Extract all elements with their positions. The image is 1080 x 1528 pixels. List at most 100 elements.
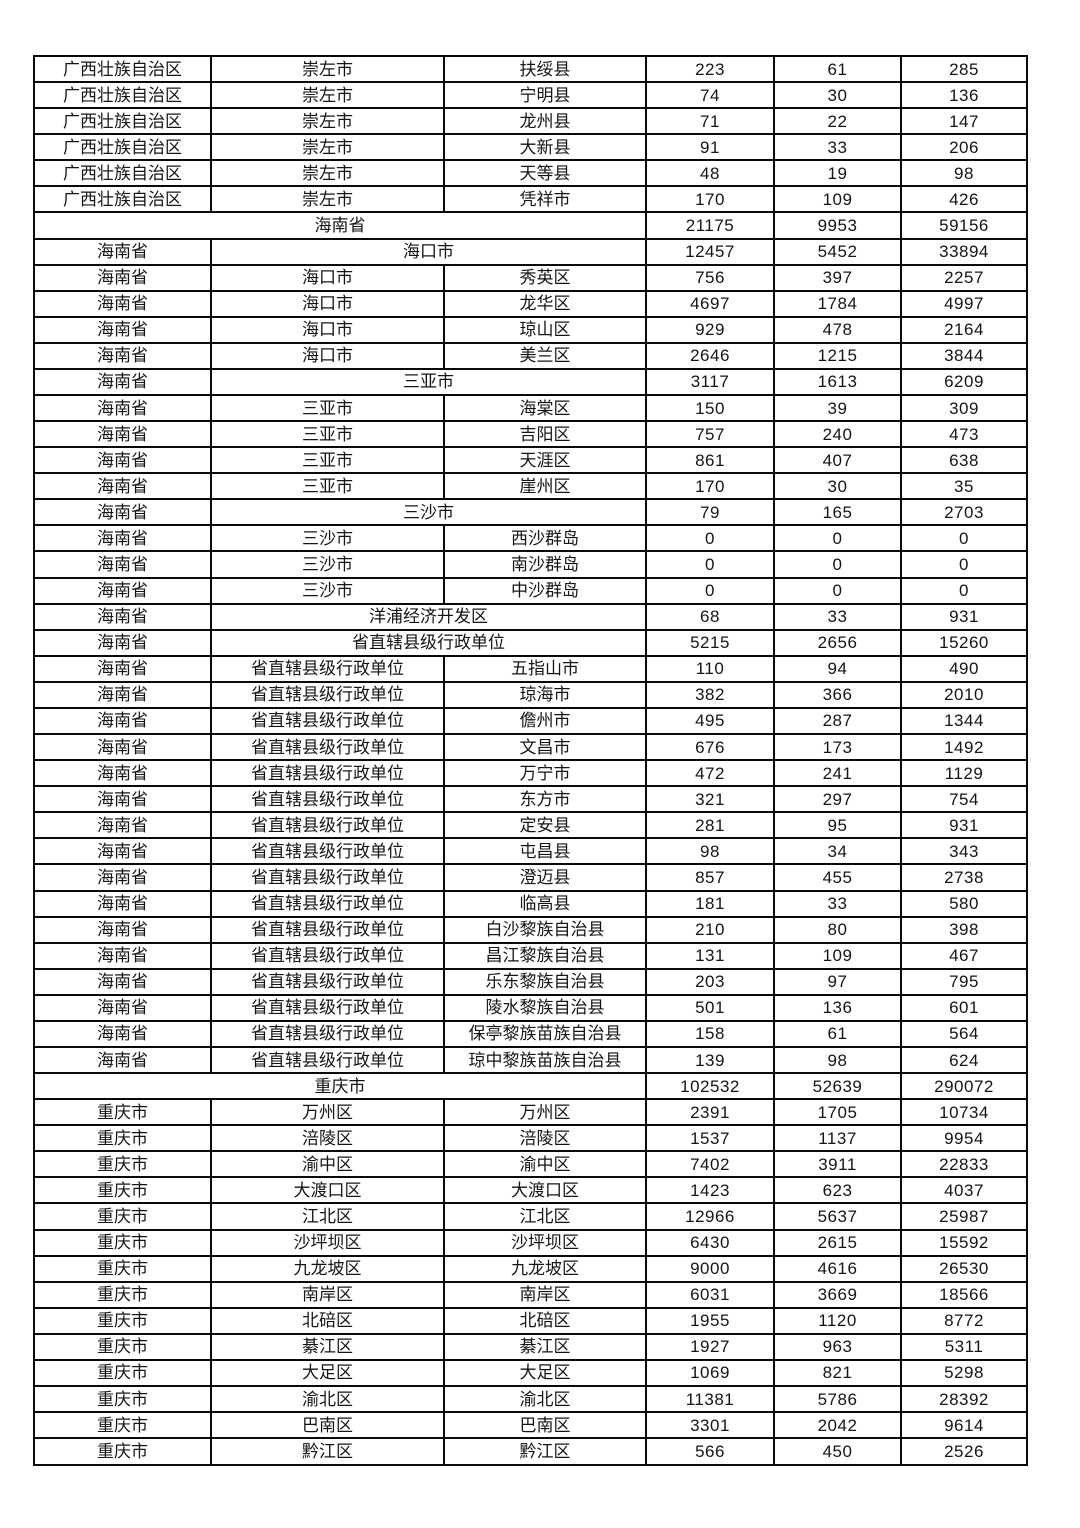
district-cell: 北碚区	[443, 1306, 647, 1335]
province-cell: 重庆市	[33, 1384, 212, 1414]
province-cell: 重庆市	[33, 1228, 212, 1257]
city-cell: 省直辖县级行政单位	[210, 654, 445, 683]
district-cell: 崖州区	[443, 472, 647, 501]
value-cell: 285	[900, 54, 1028, 84]
value-cell: 12457	[645, 237, 775, 266]
province-cell: 海南省	[33, 315, 212, 344]
table-row: 海南省 三沙市 西沙群岛 0 0 0	[33, 524, 1028, 553]
value-cell: 3301	[645, 1411, 775, 1440]
value-cell: 240	[773, 420, 902, 449]
value-cell: 0	[645, 550, 775, 579]
city-cell: 三沙市	[210, 524, 445, 553]
value-cell: 33	[773, 602, 902, 631]
value-cell: 473	[900, 420, 1028, 449]
value-cell: 0	[645, 576, 775, 605]
table-row: 海南省 省直辖县级行政单位 琼海市 382 366 2010	[33, 680, 1028, 709]
value-cell: 33894	[900, 237, 1028, 266]
value-cell: 467	[900, 941, 1028, 970]
district-cell: 南沙群岛	[443, 550, 647, 579]
value-cell: 757	[645, 420, 775, 449]
city-cell: 崇左市	[210, 81, 445, 110]
province-cell: 重庆市	[33, 1306, 212, 1335]
value-cell: 1423	[645, 1176, 775, 1205]
value-cell: 495	[645, 706, 775, 736]
table-row: 海南省 省直辖县级行政单位 琼中黎族苗族自治县 139 98 624	[33, 1045, 1028, 1075]
province-cell: 海南省	[33, 863, 212, 892]
value-cell: 2703	[900, 498, 1028, 527]
province-cell: 重庆市	[33, 1280, 212, 1309]
value-cell: 5637	[773, 1202, 902, 1231]
province-cell: 广西壮族自治区	[33, 185, 212, 214]
value-cell: 566	[645, 1437, 775, 1466]
city-cell: 省直辖县级行政单位	[210, 1019, 445, 1048]
value-cell: 109	[773, 185, 902, 214]
value-cell: 472	[645, 759, 775, 788]
value-cell: 501	[645, 993, 775, 1022]
value-cell: 6031	[645, 1280, 775, 1309]
district-cell: 南岸区	[443, 1280, 647, 1309]
value-cell: 30	[773, 472, 902, 501]
value-cell: 0	[773, 576, 902, 605]
value-cell: 19	[773, 159, 902, 188]
value-cell: 795	[900, 967, 1028, 996]
city-total-cell: 省直辖县级行政单位	[210, 628, 647, 657]
city-cell: 崇左市	[210, 133, 445, 162]
province-cell: 重庆市	[33, 1437, 212, 1466]
value-cell: 5452	[773, 237, 902, 266]
value-cell: 2656	[773, 628, 902, 657]
value-cell: 80	[773, 915, 902, 944]
district-cell: 天等县	[443, 159, 647, 188]
province-cell: 海南省	[33, 915, 212, 944]
district-cell: 五指山市	[443, 654, 647, 683]
value-cell: 1215	[773, 341, 902, 370]
value-cell: 821	[773, 1358, 902, 1387]
province-cell: 海南省	[33, 785, 212, 814]
value-cell: 321	[645, 785, 775, 814]
table-row: 重庆市 涪陵区 涪陵区 1537 1137 9954	[33, 1124, 1028, 1153]
district-cell: 沙坪坝区	[443, 1228, 647, 1257]
value-cell: 1344	[900, 706, 1028, 736]
value-cell: 15592	[900, 1228, 1028, 1257]
city-cell: 大足区	[210, 1358, 445, 1387]
value-cell: 71	[645, 107, 775, 136]
table-row: 重庆市 102532 52639 290072	[33, 1072, 1028, 1101]
value-cell: 22	[773, 107, 902, 136]
province-cell: 海南省	[33, 420, 212, 449]
value-cell: 309	[900, 394, 1028, 423]
city-cell: 大渡口区	[210, 1176, 445, 1205]
value-cell: 4616	[773, 1254, 902, 1283]
province-cell: 海南省	[33, 733, 212, 762]
district-cell: 大渡口区	[443, 1176, 647, 1205]
district-cell: 江北区	[443, 1202, 647, 1231]
value-cell: 5215	[645, 628, 775, 657]
province-cell: 海南省	[33, 602, 212, 631]
value-cell: 22833	[900, 1150, 1028, 1179]
value-cell: 74	[645, 81, 775, 110]
province-cell: 重庆市	[33, 1358, 212, 1387]
value-cell: 4697	[645, 289, 775, 318]
value-cell: 287	[773, 706, 902, 736]
value-cell: 59156	[900, 211, 1028, 240]
district-cell: 秀英区	[443, 263, 647, 292]
city-cell: 海口市	[210, 341, 445, 370]
value-cell: 1120	[773, 1306, 902, 1335]
city-cell: 三亚市	[210, 420, 445, 449]
table-row: 海南省 省直辖县级行政单位 儋州市 495 287 1344	[33, 706, 1028, 736]
value-cell: 98	[900, 159, 1028, 188]
value-cell: 26530	[900, 1254, 1028, 1283]
district-cell: 大足区	[443, 1358, 647, 1387]
value-cell: 2257	[900, 263, 1028, 292]
district-cell: 昌江黎族自治县	[443, 941, 647, 970]
district-cell: 扶绥县	[443, 54, 647, 84]
value-cell: 98	[773, 1045, 902, 1075]
value-cell: 2042	[773, 1411, 902, 1440]
value-cell: 426	[900, 185, 1028, 214]
value-cell: 601	[900, 993, 1028, 1022]
value-cell: 61	[773, 1019, 902, 1048]
value-cell: 94	[773, 654, 902, 683]
province-cell: 海南省	[33, 263, 212, 292]
province-cell: 海南省	[33, 654, 212, 683]
district-cell: 中沙群岛	[443, 576, 647, 605]
city-cell: 海口市	[210, 315, 445, 344]
value-cell: 281	[645, 811, 775, 840]
